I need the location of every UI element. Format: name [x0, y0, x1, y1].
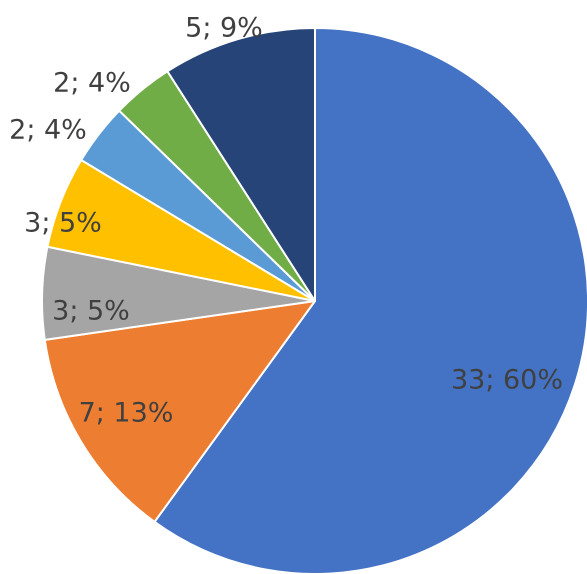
pie-slice-1: [153, 27, 587, 574]
data-label-2: 7; 13%: [79, 398, 174, 429]
data-label-5: 2; 4%: [9, 115, 87, 146]
data-label-3: 3; 5%: [52, 296, 130, 327]
data-label-1: 33; 60%: [451, 365, 563, 396]
data-label-6: 2; 4%: [53, 68, 131, 99]
data-label-7: 5; 9%: [185, 13, 263, 44]
data-label-4: 3; 5%: [24, 208, 102, 239]
pie-slices: [41, 27, 587, 574]
pie-slice-7: [166, 27, 316, 302]
pie-slice-2: [43, 300, 316, 523]
pie-data-labels: 33; 60% 7; 13% 3; 5% 3; 5% 2; 4% 2; 4% 5; 9%: [9, 13, 563, 429]
